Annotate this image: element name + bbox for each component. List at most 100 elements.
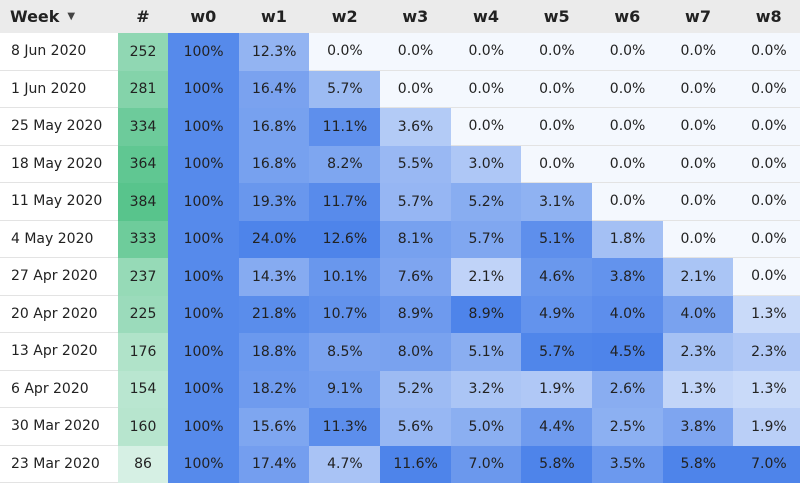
retention-cell: 10.7% bbox=[309, 295, 381, 333]
retention-cell: 0.0% bbox=[733, 33, 800, 71]
retention-cell: 5.2% bbox=[380, 370, 452, 408]
retention-cell: 8.2% bbox=[309, 145, 381, 183]
retention-cell: 1.3% bbox=[733, 295, 800, 333]
count-column-header: # bbox=[136, 7, 150, 26]
retention-cell: 2.1% bbox=[662, 258, 734, 296]
retention-cell: 0.0% bbox=[592, 33, 664, 71]
cohort-count-cell: 334 bbox=[118, 108, 168, 146]
retention-cell: 7.0% bbox=[733, 445, 800, 483]
retention-cell: 16.8% bbox=[238, 108, 310, 146]
retention-cell: 100% bbox=[168, 108, 240, 146]
table-row: 1 Jun 2020 281 100% 16.4% 5.7% 0.0% 0.0% 0.0% 0.… bbox=[0, 70, 800, 108]
retention-cell: 7.0% bbox=[450, 445, 522, 483]
cohort-count-cell: 364 bbox=[118, 145, 168, 183]
retention-cell: 8.5% bbox=[309, 333, 381, 371]
retention-cell: 4.7% bbox=[309, 445, 381, 483]
retention-cell: 14.3% bbox=[238, 258, 310, 296]
week-header-label: Week bbox=[10, 7, 60, 26]
retention-cell: 12.3% bbox=[238, 33, 310, 71]
week-label: 23 Mar 2020 bbox=[0, 446, 118, 483]
week-column-header[interactable]: Week ▼ bbox=[0, 0, 118, 33]
retention-cell: 0.0% bbox=[662, 183, 734, 221]
retention-cell: 0.0% bbox=[662, 70, 734, 108]
retention-cell: 100% bbox=[168, 145, 240, 183]
retention-cell: 0.0% bbox=[521, 33, 593, 71]
retention-cell: 19.3% bbox=[238, 183, 310, 221]
table-row: 18 May 2020 364 100% 16.8% 8.2% 5.5% 3.0% 0.0% 0… bbox=[0, 145, 800, 183]
retention-cell: 4.0% bbox=[662, 295, 734, 333]
retention-cell: 5.6% bbox=[380, 408, 452, 446]
retention-cell: 9.1% bbox=[309, 370, 381, 408]
retention-cell: 1.9% bbox=[521, 370, 593, 408]
retention-cell: 10.1% bbox=[309, 258, 381, 296]
retention-cell: 100% bbox=[168, 370, 240, 408]
retention-cell: 12.6% bbox=[309, 220, 381, 258]
retention-cell: 1.9% bbox=[733, 408, 800, 446]
retention-cell: 0.0% bbox=[662, 220, 734, 258]
retention-cell: 100% bbox=[168, 295, 240, 333]
retention-cell: 11.7% bbox=[309, 183, 381, 221]
week-label: 30 Mar 2020 bbox=[0, 408, 118, 446]
column-header-w5: w5 bbox=[543, 7, 570, 26]
retention-cell: 5.0% bbox=[450, 408, 522, 446]
table-row: 8 Jun 2020 252 100% 12.3% 0.0% 0.0% 0.0% 0.0% 0.… bbox=[0, 33, 800, 71]
cohort-count-cell: 281 bbox=[118, 70, 168, 108]
table-row: 27 Apr 2020 237 100% 14.3% 10.1% 7.6% 2.1% 4.6%… bbox=[0, 258, 800, 296]
cohort-count-cell: 160 bbox=[118, 408, 168, 446]
retention-cell: 11.1% bbox=[309, 108, 381, 146]
column-header-w6: w6 bbox=[614, 7, 641, 26]
retention-cell: 17.4% bbox=[238, 445, 310, 483]
table-row: 11 May 2020 384 100% 19.3% 11.7% 5.7% 5.2% 3.1%… bbox=[0, 183, 800, 221]
retention-cell: 18.8% bbox=[238, 333, 310, 371]
retention-cell: 2.3% bbox=[662, 333, 734, 371]
retention-cell: 8.1% bbox=[380, 220, 452, 258]
cohort-count-cell: 86 bbox=[118, 445, 168, 483]
column-header-w3: w3 bbox=[402, 7, 429, 26]
retention-cell: 0.0% bbox=[733, 258, 800, 296]
retention-cell: 5.7% bbox=[309, 70, 381, 108]
retention-cell: 5.8% bbox=[521, 445, 593, 483]
week-label: 20 Apr 2020 bbox=[0, 296, 118, 333]
retention-cell: 7.6% bbox=[380, 258, 452, 296]
retention-cell: 100% bbox=[168, 70, 240, 108]
cohort-count-cell: 225 bbox=[118, 295, 168, 333]
retention-cell: 4.6% bbox=[521, 258, 593, 296]
retention-cell: 11.3% bbox=[309, 408, 381, 446]
retention-cell: 100% bbox=[168, 220, 240, 258]
retention-cell: 0.0% bbox=[521, 70, 593, 108]
retention-cell: 0.0% bbox=[733, 220, 800, 258]
week-label: 11 May 2020 bbox=[0, 183, 118, 221]
column-header-w0: w0 bbox=[190, 7, 217, 26]
retention-cell: 0.0% bbox=[450, 108, 522, 146]
retention-cell: 2.6% bbox=[592, 370, 664, 408]
retention-cell: 0.0% bbox=[662, 108, 734, 146]
retention-cell: 0.0% bbox=[450, 70, 522, 108]
retention-cell: 4.5% bbox=[592, 333, 664, 371]
caret-down-icon[interactable]: ▼ bbox=[67, 11, 76, 22]
retention-cell: 4.4% bbox=[521, 408, 593, 446]
week-label: 6 Apr 2020 bbox=[0, 371, 118, 408]
retention-cell: 15.6% bbox=[238, 408, 310, 446]
week-label: 25 May 2020 bbox=[0, 108, 118, 146]
retention-cell: 11.6% bbox=[380, 445, 452, 483]
retention-cell: 0.0% bbox=[662, 145, 734, 183]
retention-cell: 3.1% bbox=[521, 183, 593, 221]
retention-cell: 100% bbox=[168, 445, 240, 483]
cohort-count-cell: 384 bbox=[118, 183, 168, 221]
retention-cell: 21.8% bbox=[238, 295, 310, 333]
retention-cell: 2.5% bbox=[592, 408, 664, 446]
retention-cell: 3.2% bbox=[450, 370, 522, 408]
week-label: 13 Apr 2020 bbox=[0, 333, 118, 371]
retention-cell: 5.1% bbox=[521, 220, 593, 258]
retention-cell: 16.8% bbox=[238, 145, 310, 183]
column-header-w2: w2 bbox=[331, 7, 358, 26]
retention-cell: 5.7% bbox=[450, 220, 522, 258]
retention-cell: 0.0% bbox=[592, 145, 664, 183]
cohort-count-cell: 252 bbox=[118, 33, 168, 71]
retention-cell: 0.0% bbox=[380, 70, 452, 108]
retention-cell: 100% bbox=[168, 183, 240, 221]
week-label: 8 Jun 2020 bbox=[0, 33, 118, 71]
week-label: 27 Apr 2020 bbox=[0, 258, 118, 296]
table-header: Week ▼ # w0 w1 w2 w3 w4 w5 w6 w7 w8 bbox=[0, 0, 800, 33]
retention-cell: 3.6% bbox=[380, 108, 452, 146]
